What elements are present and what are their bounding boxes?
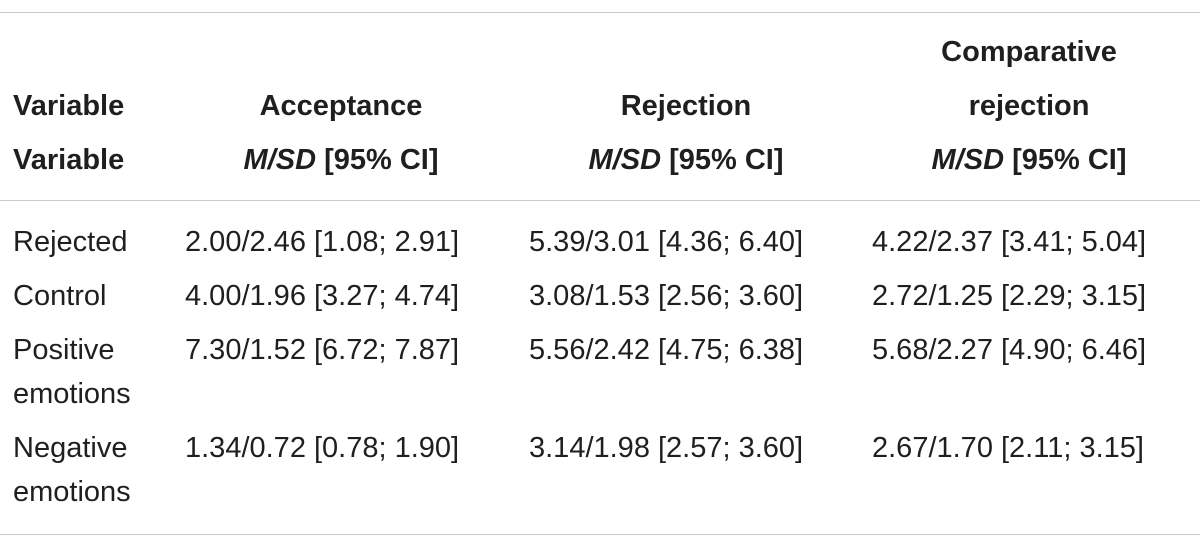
header-comparative-stat: M/SD [95% CI]	[932, 138, 1127, 182]
cell-rejection: 3.08/1.53 [2.56; 3.60]	[529, 280, 804, 312]
cell-comparative: 5.68/2.27 [4.90; 6.46]	[872, 334, 1147, 366]
header-variable-line2: Variable	[13, 144, 125, 176]
stat-italic: M/SD	[588, 144, 662, 176]
cell-rejection: 3.14/1.98 [2.57; 3.60]	[529, 432, 804, 464]
cell-acceptance: 1.34/0.72 [0.78; 1.90]	[185, 432, 460, 464]
stat-italic: M/SD	[243, 144, 317, 176]
table-top-rule	[0, 12, 1200, 13]
header-rejection-stat: M/SD [95% CI]	[589, 138, 784, 182]
header-acceptance-stat: M/SD [95% CI]	[244, 138, 439, 182]
table-header-rule	[0, 200, 1200, 201]
cell-comparative: 2.72/1.25 [2.29; 3.15]	[872, 280, 1147, 312]
row-label-continued: emotions	[13, 476, 131, 508]
stat-ci: [95% CI]	[316, 144, 439, 176]
row-label: Negative	[13, 432, 128, 464]
stat-ci: [95% CI]	[661, 144, 784, 176]
cell-acceptance: 4.00/1.96 [3.27; 4.74]	[185, 280, 460, 312]
header-comparative-line2: rejection	[968, 90, 1090, 122]
cell-acceptance: 7.30/1.52 [6.72; 7.87]	[185, 334, 460, 366]
row-label: Control	[13, 280, 107, 312]
cell-rejection: 5.56/2.42 [4.75; 6.38]	[529, 334, 804, 366]
row-label-continued: emotions	[13, 378, 131, 410]
header-comparative-line1: Comparative	[941, 36, 1117, 68]
stat-ci: [95% CI]	[1004, 144, 1127, 176]
cell-comparative: 4.22/2.37 [3.41; 5.04]	[872, 226, 1147, 258]
row-label: Rejected	[13, 226, 128, 258]
header-acceptance: Acceptance	[259, 90, 423, 122]
table-bottom-rule	[0, 534, 1200, 535]
stat-italic: M/SD	[931, 144, 1005, 176]
cell-comparative: 2.67/1.70 [2.11; 3.15]	[872, 432, 1144, 464]
row-label: Positive	[13, 334, 115, 366]
cell-rejection: 5.39/3.01 [4.36; 6.40]	[529, 226, 804, 258]
header-rejection: Rejection	[620, 90, 752, 122]
cell-acceptance: 2.00/2.46 [1.08; 2.91]	[185, 226, 460, 258]
header-variable-line1: Variable	[13, 90, 125, 122]
